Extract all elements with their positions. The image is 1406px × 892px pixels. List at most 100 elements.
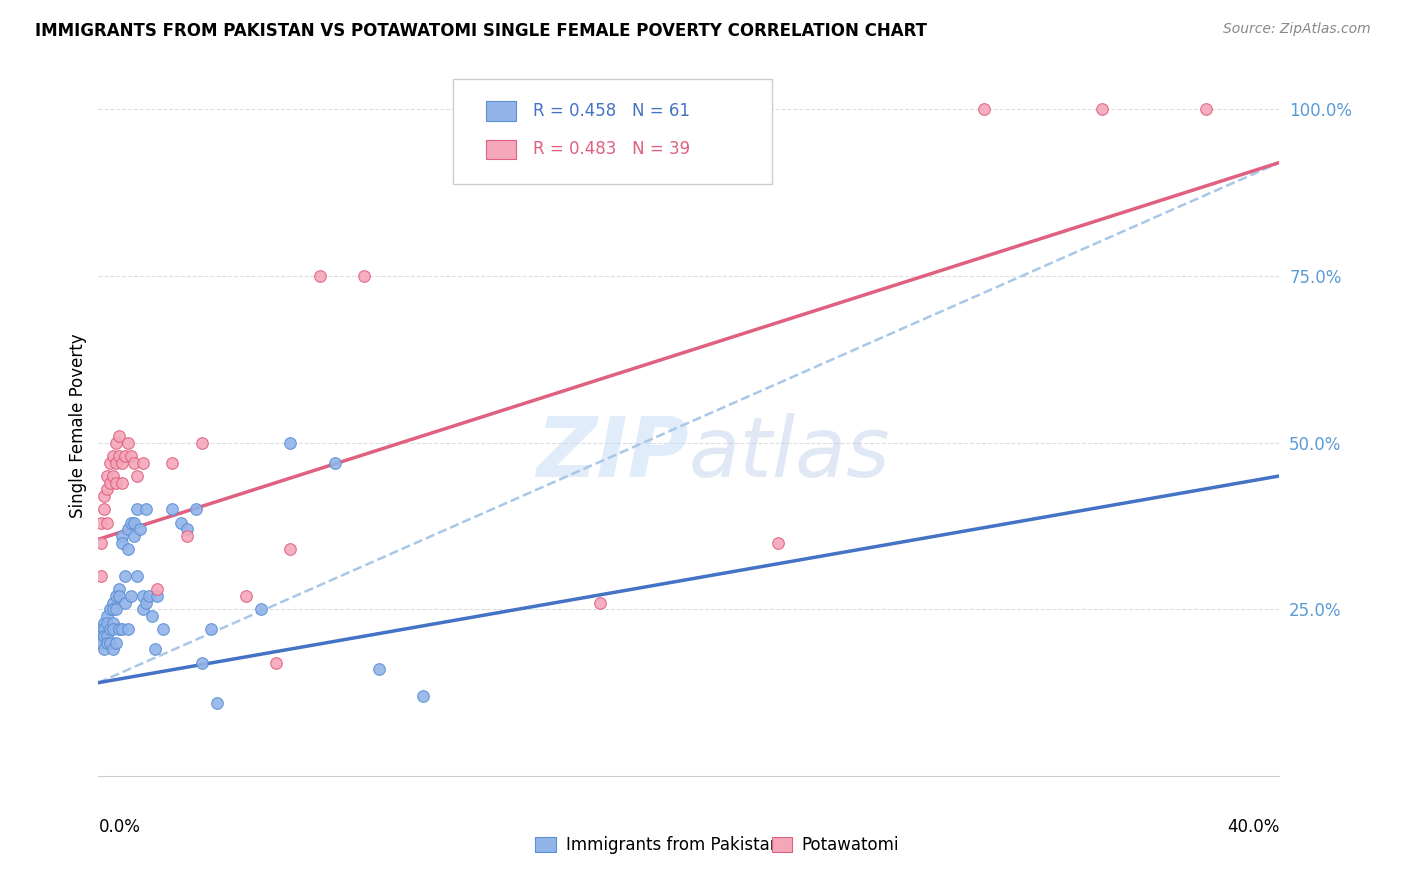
Point bbox=[309, 268, 332, 283]
Text: atlas: atlas bbox=[689, 413, 890, 494]
Point bbox=[108, 623, 131, 637]
Point bbox=[191, 435, 214, 450]
Point bbox=[103, 623, 125, 637]
Point bbox=[93, 642, 115, 657]
Point bbox=[105, 635, 128, 649]
Point bbox=[103, 596, 125, 610]
Point bbox=[1091, 102, 1114, 116]
Point bbox=[114, 596, 136, 610]
Text: Source: ZipAtlas.com: Source: ZipAtlas.com bbox=[1223, 22, 1371, 37]
Point bbox=[120, 516, 142, 530]
Point bbox=[96, 483, 118, 497]
Point bbox=[98, 623, 121, 637]
Point bbox=[114, 569, 136, 583]
Point bbox=[103, 602, 125, 616]
Point bbox=[162, 456, 183, 470]
Point bbox=[589, 596, 612, 610]
Point bbox=[111, 623, 134, 637]
Point bbox=[93, 502, 115, 516]
FancyBboxPatch shape bbox=[453, 79, 772, 185]
Point bbox=[128, 522, 150, 536]
Point bbox=[111, 535, 134, 549]
Point bbox=[122, 456, 145, 470]
Point bbox=[93, 489, 115, 503]
Point bbox=[103, 615, 125, 630]
Bar bbox=[486, 139, 516, 159]
Text: IMMIGRANTS FROM PAKISTAN VS POTAWATOMI SINGLE FEMALE POVERTY CORRELATION CHART: IMMIGRANTS FROM PAKISTAN VS POTAWATOMI S… bbox=[35, 22, 927, 40]
Point bbox=[117, 623, 139, 637]
Point bbox=[146, 589, 169, 603]
Point bbox=[105, 435, 128, 450]
Point bbox=[96, 469, 118, 483]
Point bbox=[120, 589, 142, 603]
Point bbox=[184, 502, 207, 516]
Point bbox=[105, 456, 128, 470]
Point bbox=[323, 456, 346, 470]
Point bbox=[280, 542, 302, 557]
Y-axis label: Single Female Poverty: Single Female Poverty bbox=[69, 334, 87, 518]
Point bbox=[205, 696, 228, 710]
Point bbox=[90, 516, 112, 530]
Point bbox=[96, 516, 118, 530]
Point bbox=[90, 635, 112, 649]
Point bbox=[103, 642, 125, 657]
Point bbox=[143, 642, 166, 657]
Point bbox=[125, 469, 148, 483]
Point bbox=[132, 456, 155, 470]
Text: R = 0.458   N = 61: R = 0.458 N = 61 bbox=[533, 102, 690, 120]
Point bbox=[96, 615, 118, 630]
Point bbox=[90, 569, 112, 583]
Point bbox=[98, 635, 121, 649]
Point bbox=[93, 615, 115, 630]
Text: R = 0.483   N = 39: R = 0.483 N = 39 bbox=[533, 140, 690, 159]
Point bbox=[108, 582, 131, 597]
Point bbox=[117, 435, 139, 450]
Bar bbox=[486, 101, 516, 120]
Point bbox=[200, 623, 222, 637]
Point bbox=[135, 596, 157, 610]
Point bbox=[191, 656, 214, 670]
Point bbox=[96, 635, 118, 649]
Point bbox=[98, 456, 121, 470]
Bar bbox=[772, 837, 793, 852]
Point bbox=[264, 656, 287, 670]
Point bbox=[170, 516, 193, 530]
Point bbox=[141, 609, 163, 624]
Point bbox=[90, 629, 112, 643]
Point bbox=[162, 502, 183, 516]
Point bbox=[114, 449, 136, 463]
Point bbox=[96, 609, 118, 624]
Point bbox=[90, 623, 112, 637]
Bar bbox=[536, 837, 557, 852]
Point bbox=[235, 589, 257, 603]
Text: Immigrants from Pakistan: Immigrants from Pakistan bbox=[565, 836, 780, 854]
Point bbox=[96, 629, 118, 643]
Point bbox=[117, 522, 139, 536]
Point bbox=[132, 602, 155, 616]
Point bbox=[93, 629, 115, 643]
Point bbox=[111, 475, 134, 490]
Point bbox=[120, 449, 142, 463]
Point bbox=[90, 535, 112, 549]
Point bbox=[108, 449, 131, 463]
Point bbox=[368, 662, 391, 676]
Point bbox=[176, 529, 198, 543]
Text: Potawatomi: Potawatomi bbox=[801, 836, 900, 854]
Point bbox=[125, 569, 148, 583]
Point bbox=[111, 529, 134, 543]
Point bbox=[108, 589, 131, 603]
Text: 0.0%: 0.0% bbox=[98, 818, 141, 836]
Point bbox=[353, 268, 375, 283]
Point bbox=[135, 502, 157, 516]
Point bbox=[250, 602, 273, 616]
Point bbox=[117, 542, 139, 557]
Point bbox=[766, 535, 789, 549]
Point bbox=[1195, 102, 1218, 116]
Point bbox=[93, 623, 115, 637]
Point bbox=[146, 582, 169, 597]
Point bbox=[111, 456, 134, 470]
Text: 40.0%: 40.0% bbox=[1227, 818, 1279, 836]
Text: ZIP: ZIP bbox=[536, 413, 689, 494]
Point bbox=[108, 429, 131, 443]
Point bbox=[152, 623, 174, 637]
